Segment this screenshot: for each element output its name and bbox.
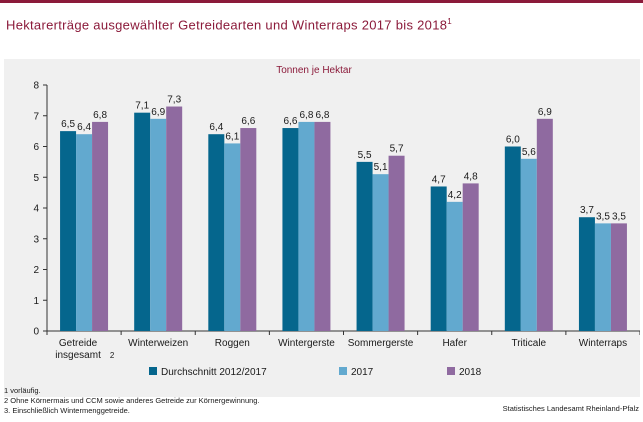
chart-title-text: Hektarerträge ausgewählter Getreidearten… bbox=[6, 17, 448, 33]
bar-1-6 bbox=[430, 186, 447, 331]
x-category-footnote-mark: 2 bbox=[110, 351, 115, 360]
data-label: 6,6 bbox=[283, 116, 297, 127]
y-tick-label: 7 bbox=[33, 111, 39, 122]
bar-2-7 bbox=[520, 158, 537, 331]
x-category-label: Winterweizen bbox=[128, 338, 188, 349]
chart-title: Hektarerträge ausgewählter Getreidearten… bbox=[6, 17, 452, 32]
y-tick-label: 3 bbox=[33, 234, 39, 245]
bar-1-1 bbox=[60, 131, 77, 331]
bar-1-5 bbox=[356, 161, 373, 331]
bar-3-1 bbox=[92, 121, 109, 332]
x-category-label: Triticale bbox=[511, 338, 546, 349]
bar-3-8 bbox=[610, 223, 627, 331]
data-label: 6,4 bbox=[77, 122, 91, 133]
legend-swatch-2 bbox=[339, 367, 347, 375]
legend-label-2: 2017 bbox=[351, 367, 374, 378]
data-label: 6,0 bbox=[506, 135, 520, 146]
bar-1-2 bbox=[134, 112, 151, 331]
legend-swatch-3 bbox=[447, 367, 455, 375]
data-label: 6,6 bbox=[241, 116, 255, 127]
bar-2-2 bbox=[150, 118, 167, 331]
bar-2-8 bbox=[594, 223, 611, 331]
bar-1-7 bbox=[504, 146, 521, 331]
data-label: 6,8 bbox=[93, 110, 107, 121]
bar-3-6 bbox=[462, 183, 479, 331]
data-label: 6,5 bbox=[61, 119, 75, 130]
data-label: 5,1 bbox=[374, 162, 388, 173]
bar-3-3 bbox=[240, 128, 257, 331]
legend-swatch-1 bbox=[149, 367, 157, 375]
footnote-2: 2 Ohne Körnermais und CCM sowie anderes … bbox=[4, 396, 260, 405]
bar-2-6 bbox=[446, 201, 463, 331]
data-label: 3,5 bbox=[596, 211, 610, 222]
x-category-label: Getreide bbox=[59, 338, 98, 349]
y-tick-label: 4 bbox=[33, 204, 39, 215]
data-label: 6,8 bbox=[315, 110, 329, 121]
x-category-label: Winterraps bbox=[579, 338, 627, 349]
chart-subtitle: Tonnen je Hektar bbox=[276, 65, 352, 76]
data-label: 7,1 bbox=[135, 101, 149, 112]
data-label: 5,5 bbox=[358, 150, 372, 161]
bar-3-5 bbox=[388, 155, 405, 331]
y-tick-label: 8 bbox=[33, 81, 39, 92]
data-label: 5,7 bbox=[390, 144, 404, 155]
bar-1-4 bbox=[282, 128, 299, 331]
y-tick-label: 0 bbox=[33, 327, 39, 338]
x-category-label: Sommergerste bbox=[348, 338, 414, 349]
data-label: 6,8 bbox=[299, 110, 313, 121]
footnote-3: 3. Einschließlich Wintermenggetreide. bbox=[4, 406, 130, 415]
data-label: 6,4 bbox=[209, 122, 223, 133]
data-label: 4,8 bbox=[464, 171, 478, 182]
bar-3-2 bbox=[166, 106, 183, 332]
data-label: 4,2 bbox=[448, 190, 462, 201]
x-category-label: Roggen bbox=[215, 338, 250, 349]
data-label: 6,1 bbox=[225, 131, 239, 142]
source-note: Statistisches Landesamt Rheinland-Pfalz bbox=[502, 404, 639, 413]
data-label: 4,7 bbox=[432, 174, 446, 185]
data-label: 6,9 bbox=[151, 107, 165, 118]
legend-label-1: Durchschnitt 2012/2017 bbox=[161, 367, 267, 378]
data-label: 5,6 bbox=[522, 147, 536, 158]
x-category-label: Hafer bbox=[442, 338, 467, 349]
chart-panel: Tonnen je Hektar 0 1 2 3 4 5 6 7 8 6,5 6,4 6,8 Getrei… bbox=[4, 59, 640, 397]
bar-2-5 bbox=[372, 174, 389, 331]
bar-3-7 bbox=[536, 118, 553, 331]
bar-3-4 bbox=[314, 121, 331, 332]
bar-1-3 bbox=[208, 134, 225, 331]
data-label: 3,7 bbox=[580, 205, 594, 216]
y-tick-label: 2 bbox=[33, 265, 39, 276]
bar-1-8 bbox=[578, 217, 595, 331]
top-accent-bar bbox=[0, 0, 643, 3]
y-tick-label: 1 bbox=[33, 296, 39, 307]
x-category-label: Wintergerste bbox=[278, 338, 335, 349]
data-label: 6,9 bbox=[538, 107, 552, 118]
bar-2-3 bbox=[224, 143, 241, 331]
y-tick-label: 5 bbox=[33, 173, 39, 184]
data-label: 3,5 bbox=[612, 211, 626, 222]
bar-2-4 bbox=[298, 121, 315, 332]
bar-2-1 bbox=[76, 134, 93, 331]
chart-title-footnote-mark: 1 bbox=[447, 17, 453, 26]
y-tick-label: 6 bbox=[33, 142, 39, 153]
legend-label-3: 2018 bbox=[459, 367, 482, 378]
data-label: 7,3 bbox=[167, 95, 181, 106]
footnote-1: 1 vorläufig. bbox=[4, 386, 41, 395]
x-category-label: insgesamt bbox=[55, 350, 101, 361]
